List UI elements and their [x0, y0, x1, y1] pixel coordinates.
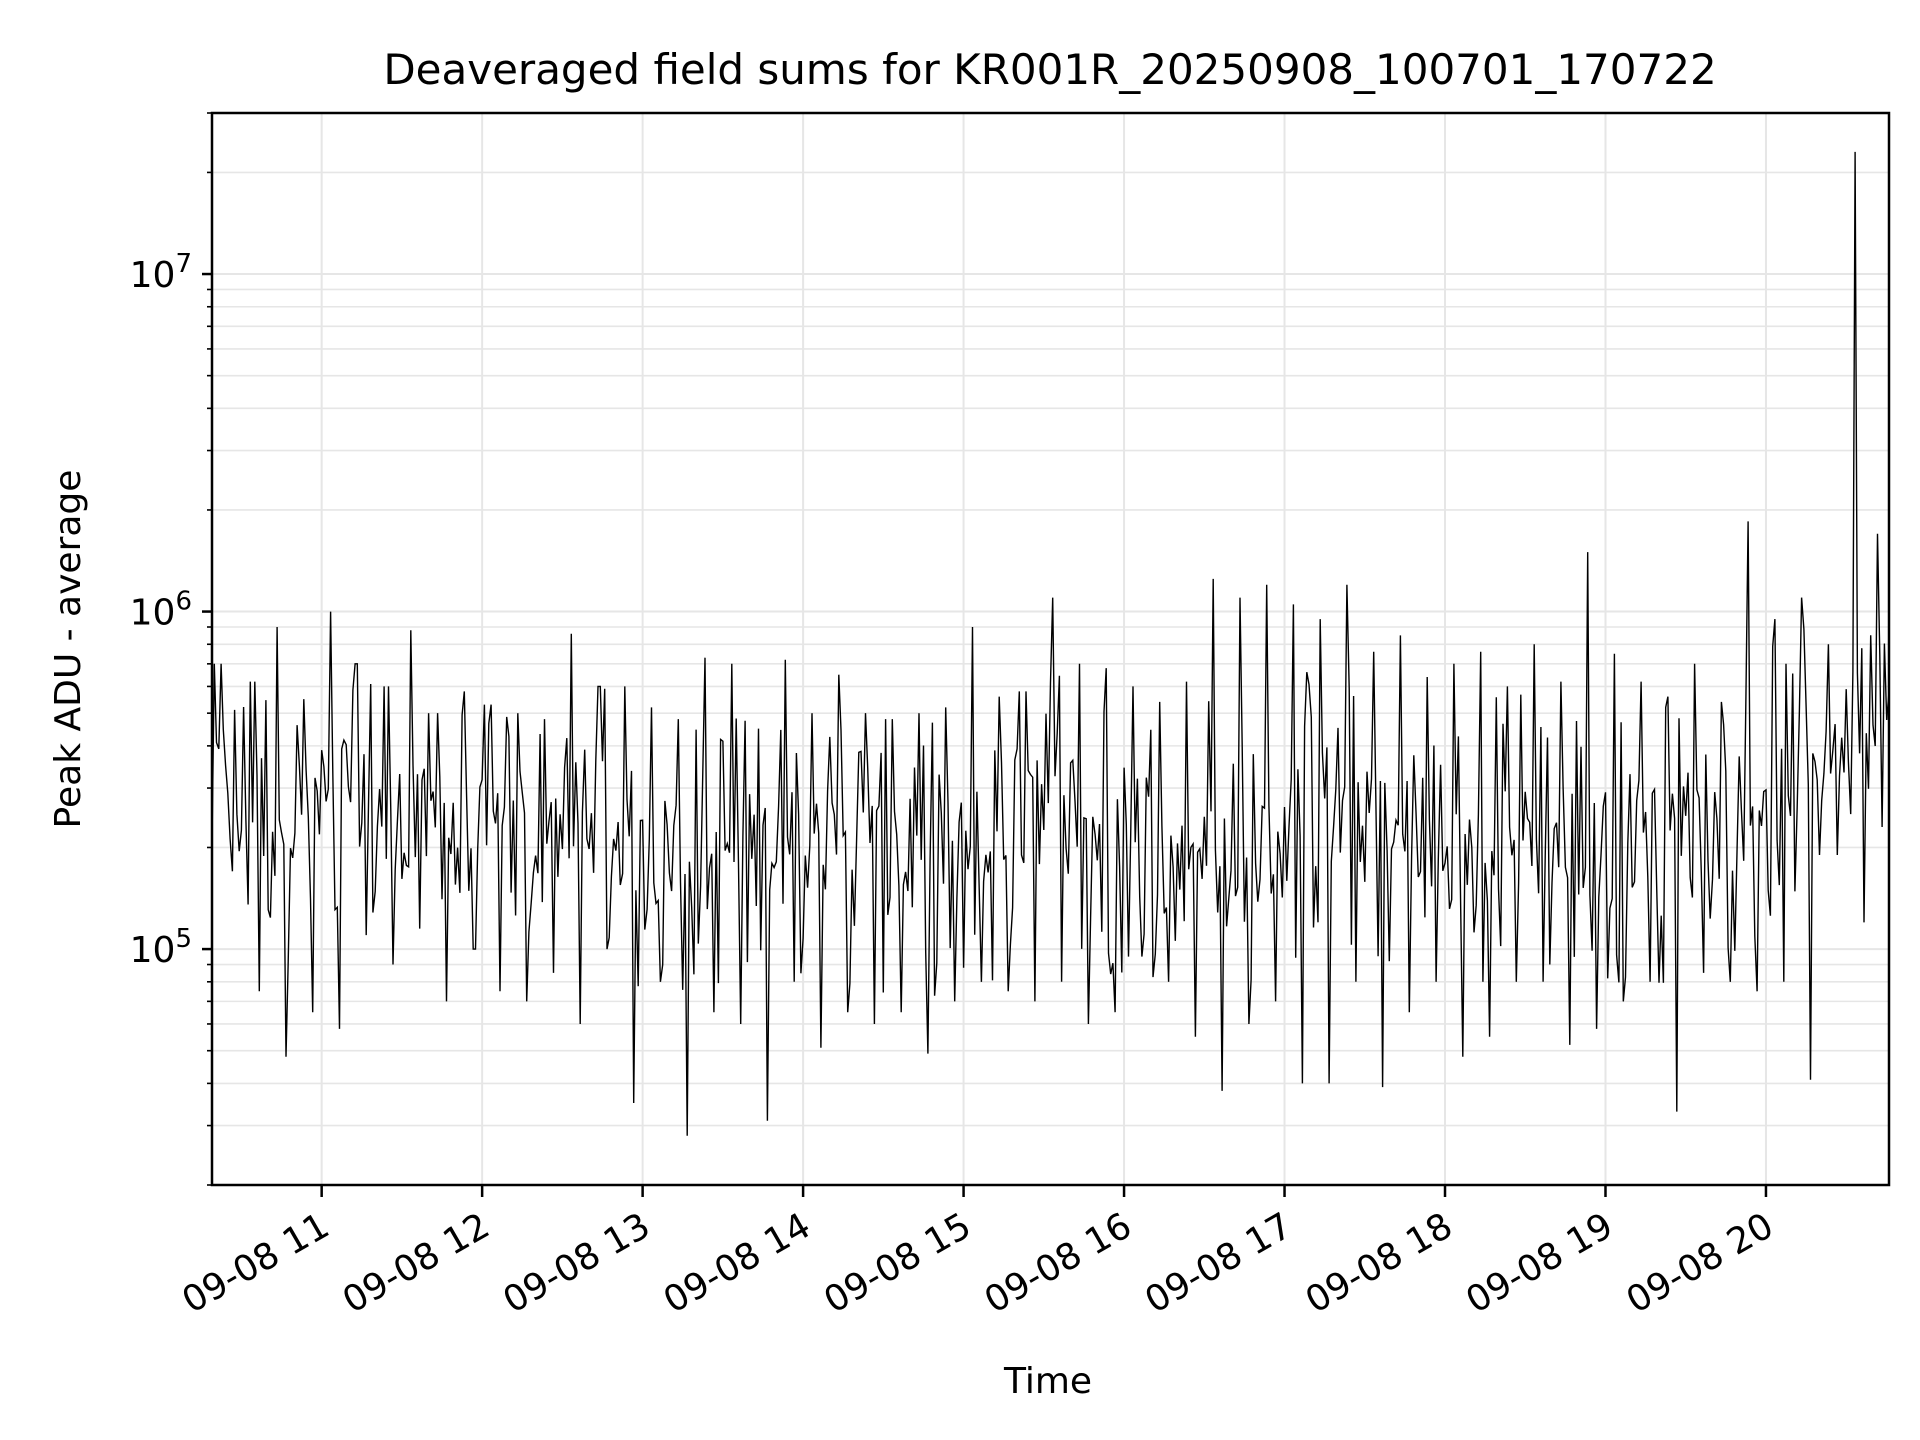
x-axis-label: Time: [1003, 1361, 1092, 1402]
grid: [212, 112, 1889, 1186]
series-line: [211, 151, 1890, 1136]
y-axis-label: Peak ADU - average: [48, 470, 89, 829]
plot-frame: [210, 111, 1891, 1187]
y-tick-label: 105: [130, 924, 192, 971]
y-tick-label: 107: [130, 249, 192, 296]
plot-area: [211, 151, 1890, 1136]
y-tick-label: 106: [130, 587, 192, 634]
chart-title: Deaveraged field sums for KR001R_2025090…: [383, 45, 1716, 94]
y-axis: 105 106 107: [130, 112, 212, 1186]
